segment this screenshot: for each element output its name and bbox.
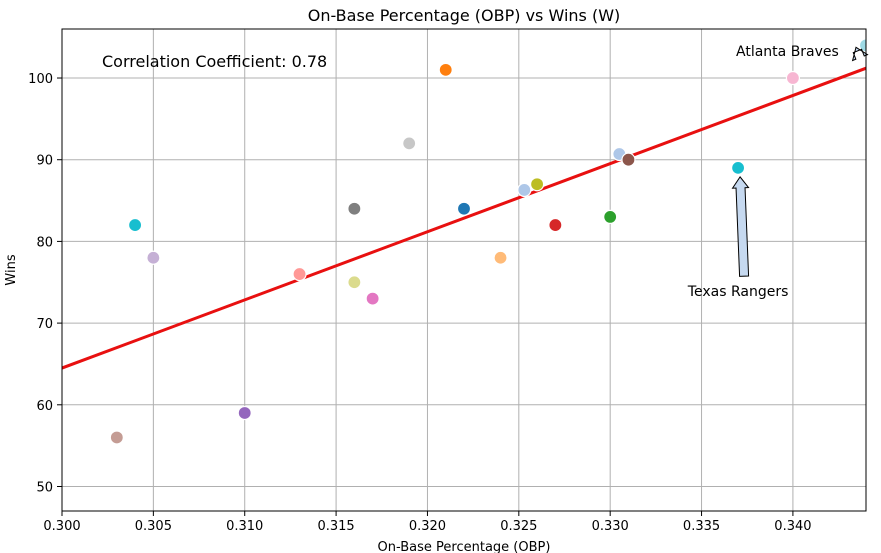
y-tick-label: 50 (36, 480, 53, 495)
data-point (730, 160, 746, 175)
annotation-label: Texas Rangers (687, 284, 789, 300)
data-point (402, 136, 417, 151)
data-point (438, 62, 453, 77)
data-points (109, 38, 866, 445)
data-point (529, 177, 545, 192)
annotation-arrow (731, 176, 750, 277)
y-tick-label: 90 (36, 154, 53, 169)
chart-title: On-Base Percentage (OBP) vs Wins (W) (308, 6, 621, 25)
data-point (548, 217, 563, 233)
y-tick-label: 80 (36, 235, 53, 250)
y-tick-label: 70 (36, 317, 53, 332)
x-axis-label: On-Base Percentage (OBP) (378, 540, 551, 553)
x-tick-label: 0.300 (43, 519, 80, 534)
grid-lines (61, 29, 866, 511)
x-tick-label: 0.305 (135, 519, 172, 534)
correlation-text: Correlation Coefficient: 0.78 (102, 52, 327, 71)
annotation-arrow (851, 46, 869, 62)
data-point (785, 70, 801, 86)
x-axis-ticks: 0.300 0.305 0.310 0.315 0.320 0.325 0.330 0.335… (43, 511, 812, 534)
data-point (603, 209, 618, 224)
x-tick-label: 0.315 (317, 519, 354, 534)
data-point (621, 152, 636, 167)
y-axis-label: Wins (4, 254, 19, 285)
annotation-label: Atlanta Braves (736, 44, 839, 60)
y-axis-ticks: 50 60 70 80 90 100 (28, 72, 62, 495)
x-tick-label: 0.330 (592, 519, 629, 534)
x-tick-label: 0.340 (774, 519, 811, 534)
data-point (858, 38, 866, 53)
data-point (517, 182, 532, 198)
y-tick-label: 100 (28, 72, 53, 87)
data-point (237, 405, 252, 421)
data-point (292, 266, 307, 282)
regression-line (62, 66, 866, 370)
regression-line-group (62, 66, 866, 370)
data-point (365, 291, 380, 306)
x-tick-label: 0.310 (226, 519, 263, 534)
data-point (456, 201, 472, 216)
data-point (127, 217, 143, 233)
x-tick-label: 0.335 (683, 519, 720, 534)
y-tick-label: 60 (36, 399, 53, 414)
annotations: Atlanta Braves Texas Rangers (687, 44, 869, 300)
data-point (146, 250, 161, 265)
plot-frame (61, 28, 867, 512)
data-point (347, 201, 362, 216)
x-tick-label: 0.320 (409, 519, 446, 534)
x-tick-label: 0.325 (500, 519, 537, 534)
data-point (347, 275, 362, 290)
data-point (493, 250, 508, 265)
data-point (109, 430, 124, 445)
